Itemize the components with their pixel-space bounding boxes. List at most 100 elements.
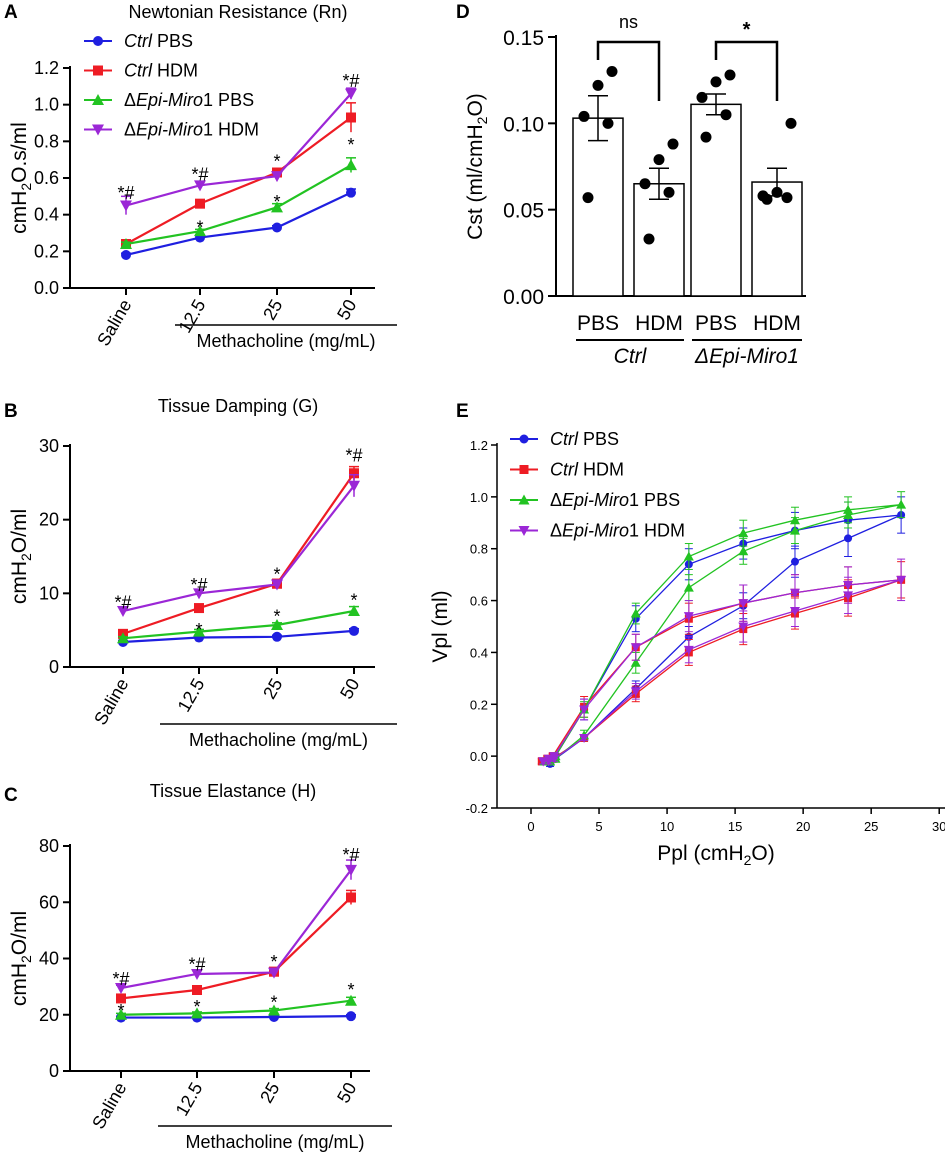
significance-label: *# <box>117 183 134 203</box>
data-point-g4 <box>538 757 549 767</box>
data-point-g2 <box>194 603 204 614</box>
data-point-g2 <box>346 112 356 123</box>
y-axis-title: Cst (ml/cmH2O) <box>464 93 490 240</box>
data-point-g4 <box>193 588 205 600</box>
data-point <box>724 69 736 81</box>
data-point-g3 <box>630 657 641 667</box>
legend-item-g2-label: Ctrl HDM <box>124 61 198 81</box>
data-point-g2 <box>349 468 359 479</box>
data-point-g3 <box>738 528 749 538</box>
y-tick-label: 0.2 <box>34 241 59 261</box>
y-tick-label: 0 <box>49 657 59 677</box>
chart-title: Newtonian Resistance (Rn) <box>128 2 347 22</box>
series-line-g2 <box>541 579 902 762</box>
significance-label: *# <box>345 445 362 465</box>
data-point-g4 <box>345 864 357 876</box>
data-point <box>606 66 618 78</box>
y-tick-label: 0.6 <box>470 594 488 609</box>
data-point-g4 <box>120 200 132 212</box>
x-tick-label: 50 <box>333 1079 360 1106</box>
y-tick-label: 0.0 <box>470 749 488 764</box>
significance-label: * <box>270 952 277 972</box>
significance-label: * <box>350 590 357 610</box>
y-tick-label: 1.2 <box>34 58 59 78</box>
data-point-g4 <box>683 612 694 622</box>
data-point-g4 <box>896 575 907 585</box>
series-line-g4 <box>122 485 355 613</box>
data-point-g3 <box>348 605 360 617</box>
data-point <box>639 178 651 190</box>
x-tick-label: Saline <box>90 675 132 728</box>
group-label: Ctrl <box>614 345 648 368</box>
data-point <box>582 192 594 204</box>
data-point-g4 <box>549 752 560 762</box>
x-axis-title: Methacholine (mg/mL) <box>185 1132 364 1152</box>
y-tick-label: 0.8 <box>470 542 488 557</box>
data-point-g3 <box>345 159 357 171</box>
x-tick-label: 10 <box>660 819 674 834</box>
legend-item-g2-marker <box>519 465 529 474</box>
data-point-g1 <box>121 250 131 260</box>
significance-label: *# <box>191 165 208 185</box>
x-tick-label: HDM <box>753 312 801 335</box>
data-point-g1 <box>349 625 359 636</box>
x-tick-label: 20 <box>796 819 810 834</box>
data-point-g3 <box>345 994 357 1006</box>
data-point-g3 <box>193 625 205 637</box>
data-point-g3 <box>115 1008 127 1020</box>
data-point-g1 <box>346 1011 356 1022</box>
data-point-g4 <box>268 967 280 979</box>
y-axis-title: Vpl (ml) <box>429 590 452 662</box>
significance-label: *# <box>188 955 205 975</box>
series-line-g4 <box>125 92 352 207</box>
data-point-g4 <box>738 622 749 632</box>
series-line-g3 <box>125 164 352 246</box>
legend-item-g3-marker <box>518 494 530 505</box>
y-tick-label: 20 <box>39 510 59 530</box>
data-point-g4 <box>683 645 694 655</box>
x-tick-label: 25 <box>259 675 286 702</box>
data-point-g3 <box>194 225 206 237</box>
panel-e-pressure-volume-loop: -0.2 0.0 0.2 0.4 0.6 0.8 1.0 1.2 0 5 10 15 20 25 30 Ppl… <box>429 429 945 868</box>
significance-label: * <box>347 135 354 155</box>
chart-title: Tissue Damping (G) <box>158 396 318 416</box>
panel-letter-c: C <box>4 785 18 806</box>
data-point-g4 <box>194 180 206 192</box>
y-axis-title: cmH2O/ml <box>8 911 34 1006</box>
significance-label: * <box>270 993 277 1013</box>
x-tick-label: 15 <box>728 819 742 834</box>
legend-item-g4-label: ΔEpi-Miro1 HDM <box>124 120 259 140</box>
significance-label: *# <box>112 969 129 989</box>
series-line-g1 <box>122 629 355 644</box>
data-point-g4 <box>843 581 854 591</box>
legend-item-g1-marker <box>93 36 103 46</box>
significance-label: *# <box>342 845 359 865</box>
data-point-g4 <box>191 968 203 980</box>
legend-item-g3-label: ΔEpi-Miro1 PBS <box>550 490 680 510</box>
data-point-g3 <box>843 504 854 514</box>
data-point-g4 <box>348 480 360 492</box>
x-tick-label: 50 <box>333 296 360 323</box>
significance-label: * <box>273 192 280 212</box>
group-label: ΔEpi-Miro1 <box>694 345 799 368</box>
y-tick-label: 0.6 <box>34 168 59 188</box>
x-axis-title: Methacholine (mg/mL) <box>189 730 368 750</box>
series-line-g2 <box>120 896 352 1000</box>
data-point <box>785 117 797 129</box>
bar <box>572 117 624 297</box>
data-point-g3 <box>271 201 283 213</box>
x-tick-label: 25 <box>864 819 878 834</box>
x-axis-title: Ppl (cmH2O) <box>657 842 774 868</box>
data-point-g1 <box>272 631 282 642</box>
y-tick-label: 20 <box>39 1005 59 1025</box>
x-tick-label: Saline <box>88 1079 130 1132</box>
data-point-g2 <box>116 993 126 1004</box>
data-point-g3 <box>268 1004 280 1016</box>
data-point-g3 <box>191 1007 203 1019</box>
data-point-g3 <box>896 499 907 509</box>
significance-label: * <box>195 620 202 640</box>
data-point-g3 <box>738 546 749 556</box>
legend-item-g2-label: Ctrl HDM <box>550 460 624 480</box>
data-point-g1 <box>272 222 282 233</box>
